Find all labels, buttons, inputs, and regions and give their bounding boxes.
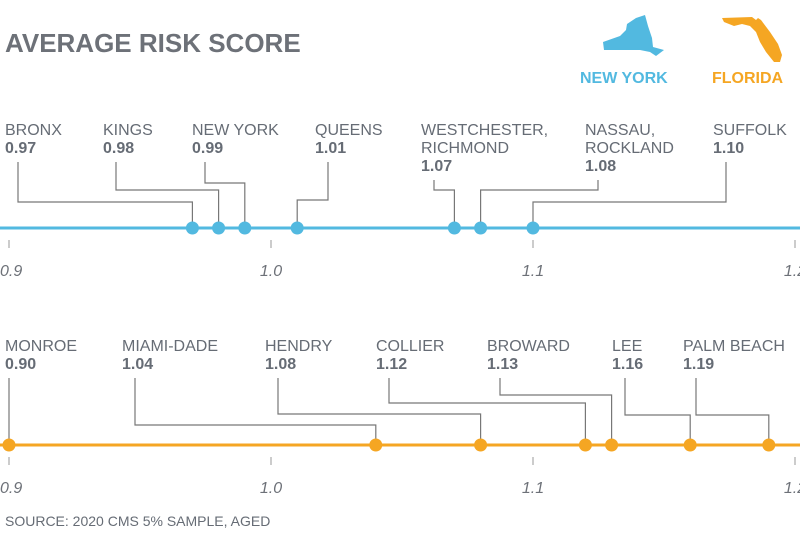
category-label: QUEENS xyxy=(315,122,383,139)
dot xyxy=(290,221,304,235)
connector xyxy=(433,180,455,228)
x-tick-label: 1.0 xyxy=(260,480,282,497)
x-tick-label: 1.0 xyxy=(260,263,282,280)
connector xyxy=(17,162,193,228)
category-label: NASSAU, ROCKLAND xyxy=(585,122,674,157)
connector xyxy=(532,162,727,228)
value-label: 1.10 xyxy=(713,140,745,157)
dot xyxy=(185,221,199,235)
category-label: BROWARD xyxy=(487,338,570,355)
category-label: COLLIER xyxy=(376,338,445,355)
category-label: LEE xyxy=(612,338,643,355)
connector xyxy=(204,162,246,228)
point-label: NASSAU, ROCKLAND 1.08 xyxy=(585,122,674,176)
dot xyxy=(238,221,252,235)
point-label: HENDRY 1.08 xyxy=(265,338,332,374)
dot xyxy=(212,221,226,235)
dot xyxy=(683,438,697,452)
connector xyxy=(480,180,599,228)
value-label: 1.07 xyxy=(421,158,453,175)
connector xyxy=(499,378,613,445)
dot xyxy=(2,438,16,452)
point-label: MONROE 0.90 xyxy=(5,338,77,374)
source: SOURCE: 2020 CMS 5% SAMPLE, AGED xyxy=(5,513,271,529)
point-label: LEE 1.16 xyxy=(612,338,643,374)
value-label: 0.99 xyxy=(192,140,224,157)
connector xyxy=(134,378,377,445)
point-label: KINGS 0.98 xyxy=(103,122,153,158)
connector xyxy=(695,378,770,445)
point-label: BRONX 0.97 xyxy=(5,122,62,158)
value-label: 0.97 xyxy=(5,140,37,157)
x-tick-label: 1.2 xyxy=(784,263,800,280)
title: AVERAGE RISK SCORE xyxy=(5,28,301,58)
dot xyxy=(526,221,540,235)
point-label: MIAMI-DADE 1.04 xyxy=(122,338,218,374)
value-label: 1.12 xyxy=(376,356,408,373)
legend-label: NEW YORK xyxy=(580,70,668,87)
value-label: 1.13 xyxy=(487,356,519,373)
point-label: BROWARD 1.13 xyxy=(487,338,570,374)
florida-icon xyxy=(722,17,782,62)
x-tick-label: 1.2 xyxy=(784,480,800,497)
category-label: BRONX xyxy=(5,122,62,139)
point-label: PALM BEACH 1.19 xyxy=(683,338,785,374)
value-label: 1.08 xyxy=(265,356,297,373)
x-tick-label: 0.9 xyxy=(0,263,22,280)
category-label: PALM BEACH xyxy=(683,338,785,355)
value-label: 1.01 xyxy=(315,140,347,157)
dot xyxy=(369,438,383,452)
value-label: 0.98 xyxy=(103,140,135,157)
x-tick-label: 1.1 xyxy=(522,263,544,280)
dot xyxy=(474,438,488,452)
dot xyxy=(578,438,592,452)
category-label: WESTCHESTER, RICHMOND xyxy=(421,122,549,157)
category-label: SUFFOLK xyxy=(713,122,787,139)
point-label: WESTCHESTER, RICHMOND 1.07 xyxy=(421,122,548,176)
category-label: KINGS xyxy=(103,122,153,139)
connector xyxy=(115,162,220,228)
value-label: 1.04 xyxy=(122,356,154,373)
dot xyxy=(605,438,619,452)
value-label: 1.19 xyxy=(683,356,715,373)
value-label: 1.16 xyxy=(612,356,644,373)
category-label: MIAMI-DADE xyxy=(122,338,218,355)
value-label: 0.90 xyxy=(5,356,37,373)
connector xyxy=(296,162,329,228)
dot xyxy=(447,221,461,235)
point-label: NEW YORK 0.99 xyxy=(192,122,279,158)
dot xyxy=(762,438,776,452)
legend-label: FLORIDA xyxy=(712,70,784,87)
category-label: HENDRY xyxy=(265,338,333,355)
new-york-icon xyxy=(603,15,664,56)
point-label: QUEENS 1.01 xyxy=(315,122,383,158)
dot xyxy=(474,221,488,235)
connector xyxy=(277,378,482,445)
point-label: SUFFOLK 1.10 xyxy=(713,122,787,158)
category-label: MONROE xyxy=(5,338,77,355)
connector xyxy=(624,378,691,445)
category-label: NEW YORK xyxy=(192,122,279,139)
x-tick-label: 1.1 xyxy=(522,480,544,497)
connector xyxy=(388,378,586,445)
x-tick-label: 0.9 xyxy=(0,480,22,497)
value-label: 1.08 xyxy=(585,158,617,175)
point-label: COLLIER 1.12 xyxy=(376,338,444,374)
